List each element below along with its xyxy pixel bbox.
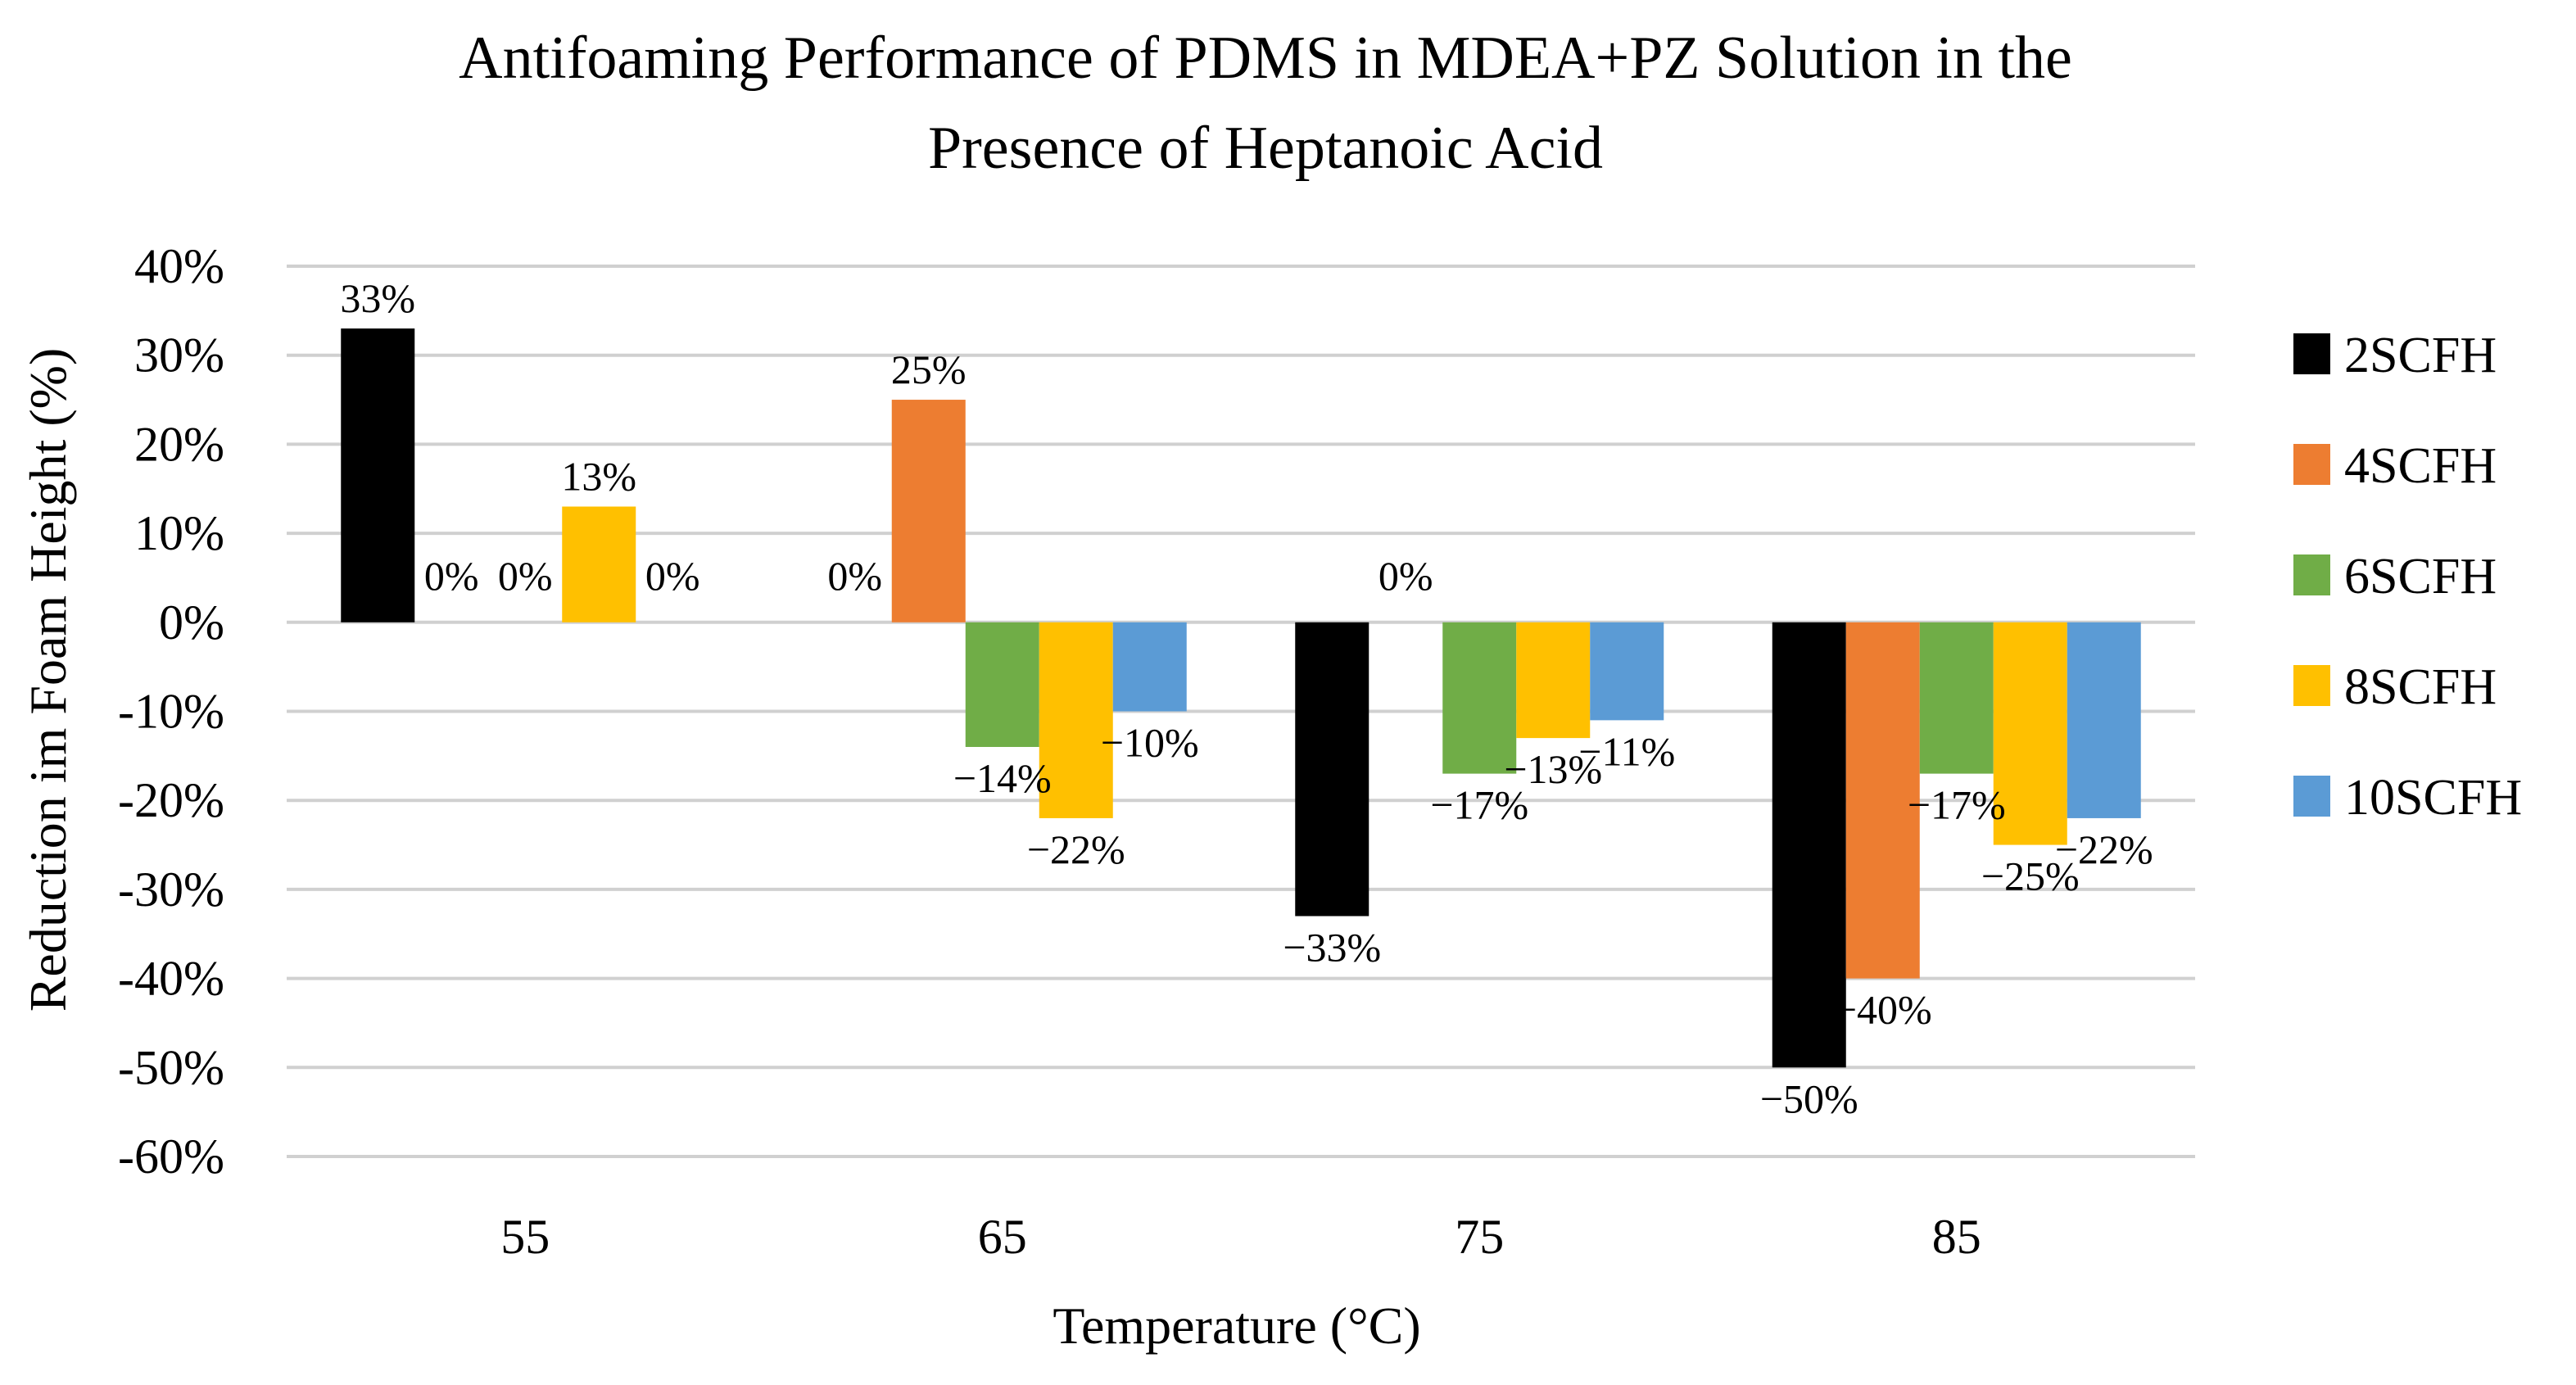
legend: 2SCFH 4SCFH 6SCFH 8SCFH 10SCFH: [2293, 328, 2522, 826]
y-tick-label: -50%: [118, 1040, 224, 1094]
data-label: −10%: [1101, 720, 1199, 766]
legend-swatch-10SCFH: [2293, 776, 2330, 817]
data-label: −17%: [1430, 782, 1528, 828]
x-tick-label: 75: [1455, 1210, 1504, 1264]
bars: [341, 328, 2141, 1068]
bar-10SCFH-75: [1590, 622, 1664, 721]
legend-swatch-4SCFH: [2293, 444, 2330, 485]
x-tick-label: 65: [978, 1210, 1027, 1264]
data-label: 0%: [1379, 553, 1433, 599]
data-label: −50%: [1760, 1075, 1858, 1121]
data-label: −40%: [1834, 987, 1932, 1033]
bar-10SCFH-85: [2067, 622, 2141, 818]
bar-2SCFH-75: [1295, 622, 1369, 917]
bar-6SCFH-65: [965, 622, 1039, 747]
data-label: −13%: [1504, 746, 1602, 792]
bar-8SCFH-85: [1993, 622, 2067, 845]
bar-10SCFH-65: [1112, 622, 1187, 712]
y-tick-label: 30%: [134, 328, 224, 382]
data-label: −25%: [1981, 853, 2080, 899]
y-tick-label: 10%: [134, 506, 224, 560]
data-label: 25%: [891, 346, 967, 392]
bar-8SCFH-75: [1516, 622, 1591, 739]
chart-title-line-1: Antifoaming Performance of PDMS in MDEA+…: [459, 25, 2072, 92]
legend-swatch-8SCFH: [2293, 665, 2330, 706]
legend-label: 4SCFH: [2344, 438, 2497, 494]
x-axis-title: Temperature (°C): [1053, 1297, 1420, 1355]
y-tick-label: -20%: [118, 773, 224, 827]
data-label: 33%: [340, 275, 415, 321]
data-label: −33%: [1283, 925, 1381, 971]
data-label: −14%: [953, 755, 1052, 801]
y-tick-label: 0%: [159, 595, 224, 650]
data-label: 13%: [561, 453, 636, 499]
data-labels: 33%0% 0%13%0%25%−14%−22%−10%−33%0%−17%−13…: [340, 275, 2153, 1121]
bar-6SCFH-85: [1919, 622, 1994, 774]
y-tick-label: -30%: [118, 862, 224, 917]
data-label: 0%: [498, 553, 553, 599]
legend-label: 6SCFH: [2344, 549, 2497, 604]
legend-swatch-6SCFH: [2293, 554, 2330, 595]
data-label: −22%: [1027, 826, 1125, 872]
bar-4SCFH-85: [1845, 622, 1920, 979]
bar-4SCFH-65: [891, 400, 966, 622]
data-label: −17%: [1908, 782, 2006, 828]
bar-6SCFH-75: [1442, 622, 1517, 774]
data-label: 0%: [424, 553, 479, 599]
legend-swatch-2SCFH: [2293, 333, 2330, 374]
x-tick-label: 85: [1932, 1210, 1981, 1264]
data-label: 0%: [645, 553, 700, 599]
bar-2SCFH-85: [1772, 622, 1846, 1068]
data-label: −11%: [1578, 728, 1675, 774]
bar-2SCFH-55: [341, 328, 415, 622]
data-label: −22%: [2055, 826, 2153, 872]
data-label: 0%: [827, 553, 882, 599]
y-tick-label: 20%: [134, 417, 224, 471]
y-axis-title: Reduction im Foam Height (%): [19, 348, 77, 1012]
bar-8SCFH-65: [1039, 622, 1113, 818]
y-axis-ticks: 40% 30% 20% 10% 0% -10% -20% -30% -40% -50% -60%: [118, 239, 224, 1184]
gridlines: [287, 265, 2195, 1158]
chart-title-line-2: Presence of Heptanoic Acid: [928, 115, 1603, 182]
x-tick-label: 55: [500, 1210, 550, 1264]
legend-label: 2SCFH: [2344, 328, 2497, 383]
y-tick-label: -60%: [118, 1129, 224, 1184]
legend-label: 10SCFH: [2344, 770, 2522, 826]
bar-8SCFH-55: [562, 506, 636, 622]
y-tick-label: 40%: [134, 239, 224, 293]
legend-label: 8SCFH: [2344, 659, 2497, 715]
y-tick-label: -40%: [118, 952, 224, 1006]
y-tick-label: -10%: [118, 685, 224, 739]
x-axis-ticks: 55 65 75 85: [500, 1210, 1981, 1264]
